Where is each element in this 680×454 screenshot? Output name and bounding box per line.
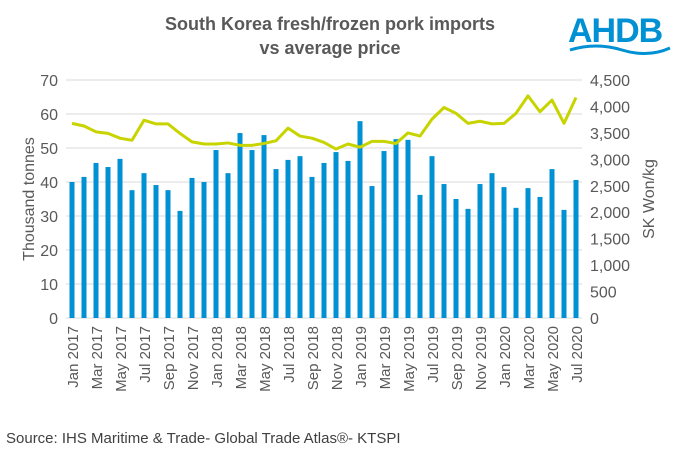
x-tick-label: Jan 2019 xyxy=(353,326,370,388)
y-tick-label: 60 xyxy=(40,107,58,124)
y-tick-label: 40 xyxy=(40,175,58,192)
x-tick-label: May 2017 xyxy=(113,326,130,392)
y2-tick-label: 1,500 xyxy=(590,232,630,249)
chart-title-line-1: South Korea fresh/frozen pork imports xyxy=(164,14,496,34)
x-tick-label: Sep 2019 xyxy=(449,326,466,390)
svg-text:AHDB: AHDB xyxy=(568,12,663,50)
source-note: Source: IHS Maritime & Trade- Global Tra… xyxy=(6,430,401,447)
x-tick-label: Mar 2017 xyxy=(89,326,106,389)
bar xyxy=(249,150,255,318)
bar xyxy=(549,169,555,318)
x-tick-label: Nov 2019 xyxy=(473,326,490,390)
x-tick-label: Jan 2018 xyxy=(209,326,226,388)
bar xyxy=(225,173,231,318)
x-tick-label: Mar 2018 xyxy=(233,326,250,389)
y-tick-label: 10 xyxy=(40,277,58,294)
x-tick-label: Mar 2020 xyxy=(521,326,538,389)
price-line xyxy=(71,94,578,151)
y-tick-label: 20 xyxy=(40,243,58,260)
bar xyxy=(213,150,219,318)
bar xyxy=(393,139,399,318)
bar xyxy=(573,179,579,318)
bar xyxy=(453,199,459,318)
y2-tick-label: 2,500 xyxy=(590,179,630,196)
bar xyxy=(465,208,471,318)
bar xyxy=(165,190,171,318)
bar xyxy=(429,156,435,318)
bar xyxy=(381,151,387,318)
y2-tick-label: 500 xyxy=(590,285,617,302)
y2-tick-label: 2,000 xyxy=(590,205,630,222)
bar xyxy=(513,207,519,318)
x-tick-label: Jan 2020 xyxy=(497,326,514,388)
bar xyxy=(189,177,195,318)
bar xyxy=(417,194,423,318)
y-tick-label: 30 xyxy=(40,209,58,226)
bar xyxy=(153,185,159,318)
x-tick-label: Sep 2017 xyxy=(161,326,178,390)
bar xyxy=(81,176,87,318)
x-tick-label: Jul 2019 xyxy=(425,326,442,383)
bar xyxy=(297,156,303,318)
bar xyxy=(105,167,111,318)
x-tick-label: Jan 2017 xyxy=(65,326,82,388)
bar xyxy=(129,190,135,318)
bar xyxy=(285,159,291,318)
bar xyxy=(117,158,123,318)
bar xyxy=(321,162,327,318)
y2-tick-label: 4,500 xyxy=(590,73,630,90)
bar xyxy=(177,210,183,318)
x-tick-label: May 2020 xyxy=(545,326,562,392)
y2-tick-label: 3,500 xyxy=(590,126,630,143)
bar xyxy=(261,135,267,318)
y2-tick-label: 0 xyxy=(590,311,599,328)
bar xyxy=(477,184,483,318)
y2-tick-label: 4,000 xyxy=(590,99,630,116)
y2-axis-label: SK Won/kg xyxy=(641,159,658,239)
bar xyxy=(369,186,375,318)
bar xyxy=(237,133,243,318)
y-tick-label: 0 xyxy=(49,311,58,328)
x-tick-label: Nov 2018 xyxy=(329,326,346,390)
bar xyxy=(501,187,507,318)
bar xyxy=(405,139,411,318)
bar xyxy=(537,196,543,318)
bar xyxy=(345,160,351,318)
bar xyxy=(273,169,279,318)
y2-tick-label: 1,000 xyxy=(590,258,630,275)
bar xyxy=(357,121,363,318)
x-tick-label: Mar 2019 xyxy=(377,326,394,389)
y-axis-label: Thousand tonnes xyxy=(21,137,38,261)
y-tick-label: 70 xyxy=(40,73,58,90)
bar xyxy=(441,184,447,318)
bar xyxy=(561,209,567,318)
bar xyxy=(489,173,495,318)
y-tick-label: 50 xyxy=(40,141,58,158)
x-tick-label: Jul 2017 xyxy=(137,326,154,383)
bar xyxy=(93,162,99,318)
ahdb-logo: AHDB xyxy=(568,12,671,55)
bar xyxy=(201,182,207,318)
chart-title-line-2: vs average price xyxy=(259,38,401,58)
bar xyxy=(69,182,75,318)
bar xyxy=(141,173,147,318)
bar xyxy=(309,176,315,318)
x-tick-label: Sep 2018 xyxy=(305,326,322,390)
bar xyxy=(333,152,339,318)
bar xyxy=(525,188,531,318)
chart-plot: 0 10 20 30 40 50 60 70 0 500 1,000 1,500 2,000 2,500 3… xyxy=(21,73,658,392)
x-tick-label: May 2019 xyxy=(401,326,418,392)
chart-title: South Korea fresh/frozen pork imports vs… xyxy=(150,12,510,60)
x-tick-label: May 2018 xyxy=(257,326,274,392)
y2-tick-label: 3,000 xyxy=(590,152,630,169)
x-tick-label: Nov 2017 xyxy=(185,326,202,390)
x-tick-label: Jul 2020 xyxy=(569,326,586,383)
x-tick-label: Jul 2018 xyxy=(281,326,298,383)
